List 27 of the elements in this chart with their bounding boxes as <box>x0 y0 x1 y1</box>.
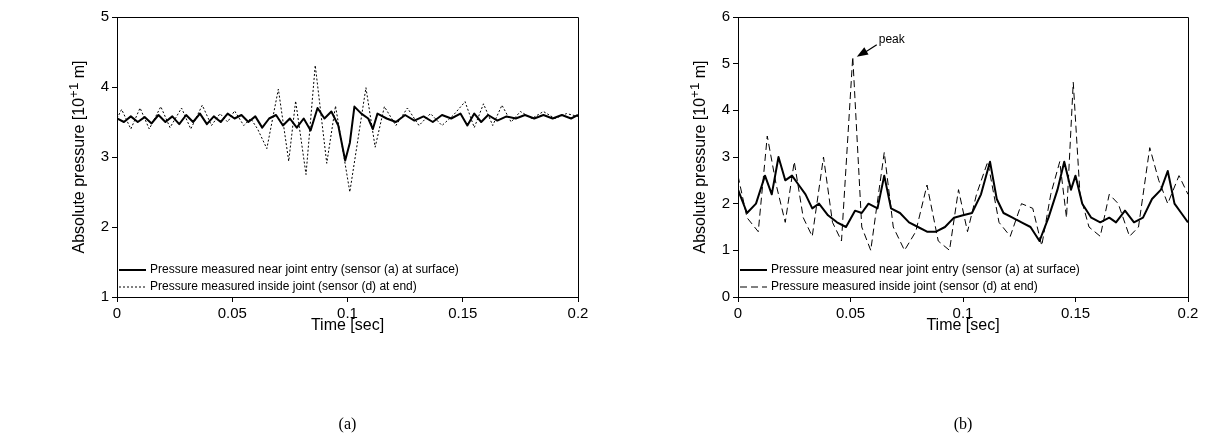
y-tick-label: 0 <box>721 287 730 305</box>
x-tick-label: 0.15 <box>448 304 478 322</box>
legend-label: Pressure measured inside joint (sensor (d) at end) <box>150 279 417 294</box>
y-tick-label: 1 <box>721 240 730 258</box>
x-tick-label: 0.15 <box>1060 304 1091 322</box>
text: (a) <box>338 415 357 433</box>
x-tick-label: 0.2 <box>1177 304 1199 322</box>
annotation: peak <box>878 31 906 46</box>
x-tick-label: 0.05 <box>835 304 866 322</box>
text: (b) <box>953 415 973 433</box>
legend-label: Pressure measured near joint entry (sensor (a) at surface) <box>150 262 459 277</box>
legend-label: Pressure measured near joint entry (sensor (a) at surface) <box>771 262 1080 277</box>
y-tick-label: 2 <box>721 193 730 211</box>
y-tick-label: 1 <box>100 287 109 305</box>
y-tick-label: 2 <box>100 217 109 235</box>
x-tick-label: 0.05 <box>217 304 247 322</box>
x-tick-label: 0 <box>112 304 122 322</box>
y-tick-label: 4 <box>721 100 730 118</box>
y-tick-label: 5 <box>721 53 730 71</box>
y-tick-label: 5 <box>100 7 109 25</box>
legend-label: Pressure measured inside joint (sensor (d) at end) <box>771 279 1038 294</box>
y-tick-label: 4 <box>100 77 109 95</box>
x-tick-label: 0 <box>733 304 743 322</box>
y-tick-label: 3 <box>721 147 730 165</box>
y-tick-label: 3 <box>100 147 109 165</box>
x-tick-label: 0.2 <box>567 304 589 322</box>
y-tick-label: 6 <box>721 7 730 25</box>
